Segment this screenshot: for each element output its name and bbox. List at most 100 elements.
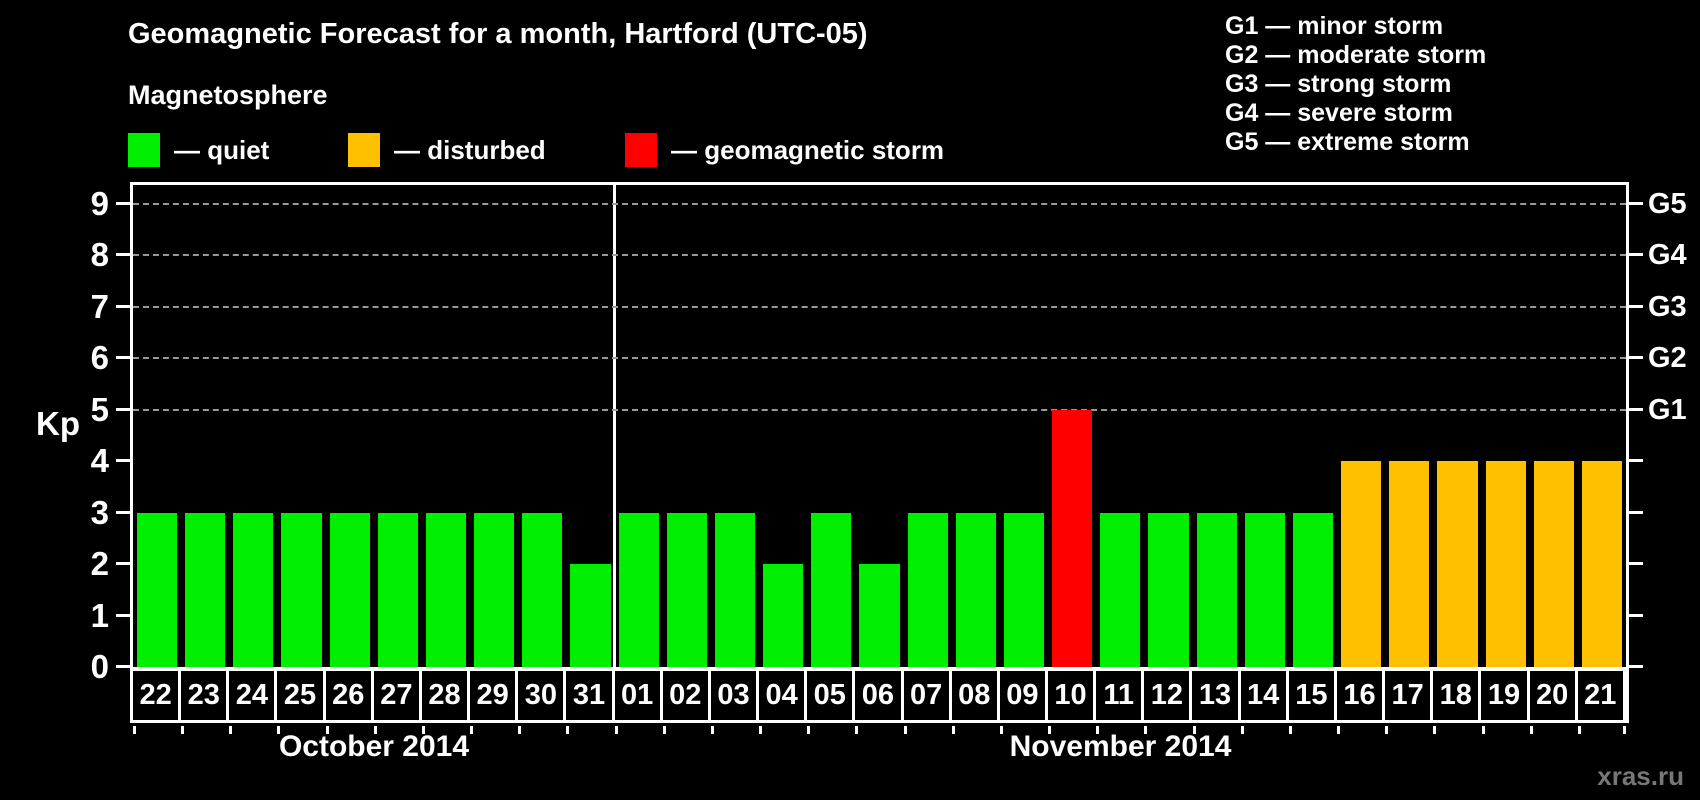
day-boundary-tick: [999, 726, 1003, 734]
kp-bar-day-16: [1341, 461, 1382, 667]
kp-bar-day-10: [1052, 409, 1093, 667]
legend-item-label: — geomagnetic storm: [671, 134, 945, 165]
day-boundary-tick: [1623, 726, 1626, 734]
y-axis-label-9: 9: [90, 185, 109, 223]
month-label-november: November 2014: [1009, 730, 1232, 763]
day-label-16: 16: [1337, 671, 1386, 720]
day-label-26: 26: [326, 671, 374, 720]
kp-bar-day-13: [1196, 512, 1237, 667]
day-label-21: 21: [1578, 671, 1626, 720]
day-boundary-tick: [1529, 726, 1533, 734]
day-boundary-tick: [1433, 726, 1437, 734]
day-boundary-tick: [1048, 726, 1052, 734]
gridline-kp9: [133, 203, 1626, 206]
day-label-02: 02: [663, 671, 711, 720]
disturbed-color-swatch: [348, 133, 380, 167]
day-label-10: 10: [1048, 671, 1097, 720]
day-label-11: 11: [1096, 671, 1145, 720]
y-axis-label-2: 2: [90, 545, 109, 583]
month-divider-line: [613, 185, 617, 667]
gridline-kp7: [133, 305, 1626, 308]
left-tick-kp0: [116, 665, 130, 668]
day-boundary-tick: [1577, 726, 1581, 734]
day-label-20: 20: [1530, 671, 1578, 720]
kp-bar-day-04: [763, 564, 804, 667]
day-boundary-tick: [710, 726, 714, 734]
day-boundary-tick: [373, 726, 377, 734]
chart-title: Geomagnetic Forecast for a month, Hartfo…: [128, 18, 868, 50]
day-boundary-tick: [807, 726, 811, 734]
day-boundary-tick: [614, 726, 618, 734]
watermark: xras.ru: [1597, 761, 1684, 791]
day-boundary-tick: [759, 726, 763, 734]
kp-bar-day-21: [1581, 461, 1622, 667]
g-legend-row: G3 — strong storm: [1225, 70, 1452, 98]
left-tick-kp3: [116, 510, 130, 514]
right-axis-label-g2: G2: [1648, 342, 1687, 375]
kp-bar-day-31: [570, 564, 611, 667]
right-tick-kp1: [1629, 613, 1643, 617]
quiet-color-swatch: [128, 133, 160, 167]
right-tick-kp5: [1629, 407, 1643, 411]
day-label-08: 08: [952, 671, 1000, 720]
right-tick-kp6: [1629, 356, 1643, 360]
right-tick-kp4: [1629, 459, 1643, 463]
kp-bar-day-12: [1148, 512, 1189, 667]
gridline-kp6: [133, 357, 1626, 360]
day-label-12: 12: [1144, 671, 1193, 720]
y-axis-label-4: 4: [90, 442, 109, 480]
day-label-14: 14: [1241, 671, 1289, 720]
left-tick-kp5: [116, 407, 130, 411]
kp-bar-day-14: [1244, 512, 1285, 667]
day-label-25: 25: [277, 671, 326, 720]
day-boundary-tick: [1144, 726, 1148, 734]
day-boundary-tick: [855, 726, 859, 734]
gridline-kp8: [133, 254, 1626, 257]
kp-bar-day-25: [281, 512, 322, 667]
y-axis-label-1: 1: [90, 596, 109, 634]
kp-bar-day-18: [1437, 461, 1478, 667]
day-label-01: 01: [615, 671, 663, 720]
day-label-17: 17: [1385, 671, 1434, 720]
right-tick-kp0: [1629, 665, 1643, 668]
day-boundary-tick: [1481, 726, 1485, 734]
left-tick-kp2: [116, 562, 130, 566]
day-boundary-tick: [1385, 726, 1389, 734]
day-boundary-tick: [325, 726, 329, 734]
day-boundary-tick: [229, 726, 233, 734]
g-legend-row: G2 — moderate storm: [1225, 41, 1487, 69]
g-legend-row: G1 — minor storm: [1225, 12, 1444, 40]
kp-bar-day-09: [1003, 512, 1045, 667]
day-boundary-tick: [566, 726, 570, 734]
day-boundary-tick: [470, 726, 474, 734]
kp-bar-day-07: [907, 512, 948, 667]
left-tick-kp7: [116, 304, 130, 308]
plot-area: G1 G2 G3 G4 G5 0 1 2 3 4 5 6 7 8 9: [91, 182, 1687, 685]
day-boundary-tick: [133, 726, 136, 734]
month-label-october: October 2014: [278, 730, 470, 763]
left-tick-kp8: [116, 253, 130, 257]
legend-item-label: — quiet: [174, 134, 270, 165]
legend-item-quiet: — quiet: [128, 133, 269, 167]
day-label-28: 28: [422, 671, 471, 720]
kp-bar-day-15: [1292, 512, 1334, 667]
day-boundary-tick: [903, 726, 907, 734]
kp-bar-day-29: [474, 512, 515, 667]
day-label-15: 15: [1289, 671, 1337, 720]
y-axis-label-0: 0: [90, 648, 109, 685]
day-label-09: 09: [1000, 671, 1048, 720]
day-boundary-tick: [421, 726, 425, 734]
storm-color-swatch: [625, 133, 657, 167]
day-label-18: 18: [1433, 671, 1482, 720]
right-axis-label-g1: G1: [1648, 393, 1687, 426]
right-tick-kp8: [1629, 253, 1643, 257]
kp-bar-day-03: [714, 512, 756, 667]
right-tick-kp3: [1629, 510, 1643, 514]
kp-bar-day-19: [1485, 461, 1526, 667]
kp-bar-day-30: [522, 512, 563, 667]
right-axis-label-g3: G3: [1648, 290, 1687, 323]
day-label-27: 27: [374, 671, 422, 720]
left-tick-kp6: [116, 356, 130, 360]
kp-bar-day-01: [618, 512, 659, 667]
right-axis-label-g4: G4: [1648, 239, 1687, 272]
